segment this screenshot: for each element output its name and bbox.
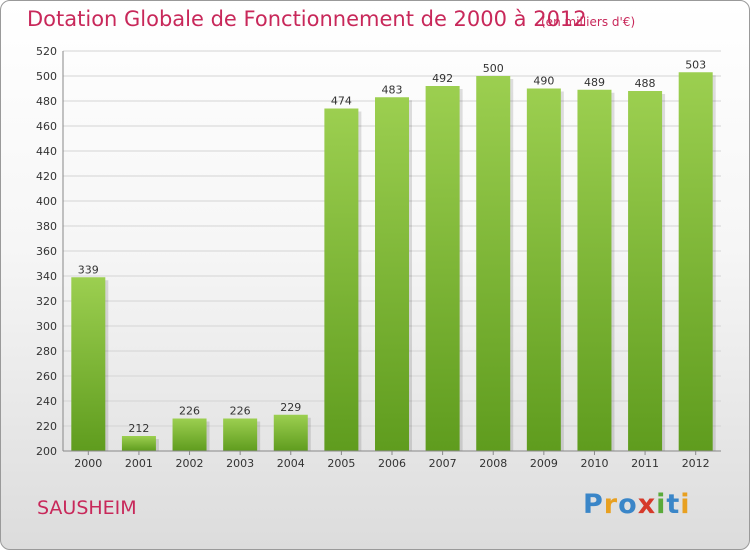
x-tick-label: 2006: [378, 457, 406, 470]
bar-value-label: 503: [685, 58, 706, 71]
y-tick-label: 380: [36, 220, 57, 233]
y-tick-label: 260: [36, 370, 57, 383]
bar-value-label: 212: [128, 422, 149, 435]
proxiti-logo: Proxiti: [583, 489, 691, 520]
x-tick-label: 2001: [125, 457, 153, 470]
y-tick-label: 400: [36, 195, 57, 208]
bar-value-label: 490: [533, 75, 554, 88]
y-tick-label: 480: [36, 95, 57, 108]
bars: [71, 72, 716, 451]
bar: [678, 72, 713, 451]
y-tick-label: 460: [36, 120, 57, 133]
y-tick-label: 440: [36, 145, 57, 158]
y-tick-label: 200: [36, 445, 57, 458]
bar-value-label: 483: [382, 83, 403, 96]
bar-value-label: 500: [483, 62, 504, 75]
logo-letter: o: [618, 489, 638, 520]
bar: [273, 414, 308, 451]
chart-title: Dotation Globale de Fonctionnement de 20…: [27, 7, 587, 31]
bar-value-label: 229: [280, 401, 301, 414]
x-tick-label: 2007: [429, 457, 457, 470]
logo-letter: i: [656, 489, 667, 520]
bar: [628, 91, 663, 451]
logo-letter: i: [680, 489, 691, 520]
bar-value-label: 339: [78, 263, 99, 276]
logo-letter: P: [583, 489, 604, 520]
x-tick-label: 2003: [226, 457, 254, 470]
x-tick-label: 2005: [327, 457, 355, 470]
y-tick-label: 300: [36, 320, 57, 333]
x-tick-label: 2002: [176, 457, 204, 470]
bar-value-label: 226: [179, 405, 200, 418]
bar: [324, 108, 359, 451]
y-tick-label: 500: [36, 70, 57, 83]
bar-value-label: 488: [635, 77, 656, 90]
y-tick-label: 340: [36, 270, 57, 283]
bar: [223, 418, 258, 451]
logo-letter: t: [666, 489, 681, 520]
bar-value-label: 474: [331, 95, 352, 108]
bar: [71, 277, 106, 451]
bar: [577, 89, 612, 451]
bar-value-label: 489: [584, 76, 605, 89]
logo-letter: r: [603, 489, 619, 520]
bar: [375, 97, 409, 451]
y-tick-label: 360: [36, 245, 57, 258]
bar: [121, 436, 156, 451]
y-tick-label: 520: [36, 45, 57, 58]
bar: [526, 88, 561, 451]
y-tick-label: 280: [36, 345, 57, 358]
bar-value-label: 226: [230, 405, 251, 418]
bar-value-label: 492: [432, 72, 453, 85]
value-labels: 339 212 226 226 229 474 483 492 500 490 489 488 503: [78, 58, 706, 435]
x-tick-label: 2010: [580, 457, 608, 470]
bar: [172, 418, 207, 451]
x-tick-label: 2009: [530, 457, 558, 470]
y-tick-label: 320: [36, 295, 57, 308]
bar: [476, 76, 511, 451]
x-tick-label: 2000: [74, 457, 102, 470]
city-name: SAUSHEIM: [37, 497, 137, 519]
x-tick-label: 2004: [277, 457, 305, 470]
x-tick-label: 2012: [682, 457, 710, 470]
y-tick-label: 240: [36, 395, 57, 408]
x-tick-label: 2008: [479, 457, 507, 470]
y-tick-label: 420: [36, 170, 57, 183]
axes: 200 220 240 260 280 300 320 340 360 380 400 420 440 4…: [36, 45, 721, 470]
chart-subtitle: (en milliers d'€): [541, 15, 636, 29]
y-tick-label: 220: [36, 420, 57, 433]
bar: [425, 86, 460, 451]
logo-letter: x: [637, 489, 657, 520]
x-tick-label: 2011: [631, 457, 659, 470]
